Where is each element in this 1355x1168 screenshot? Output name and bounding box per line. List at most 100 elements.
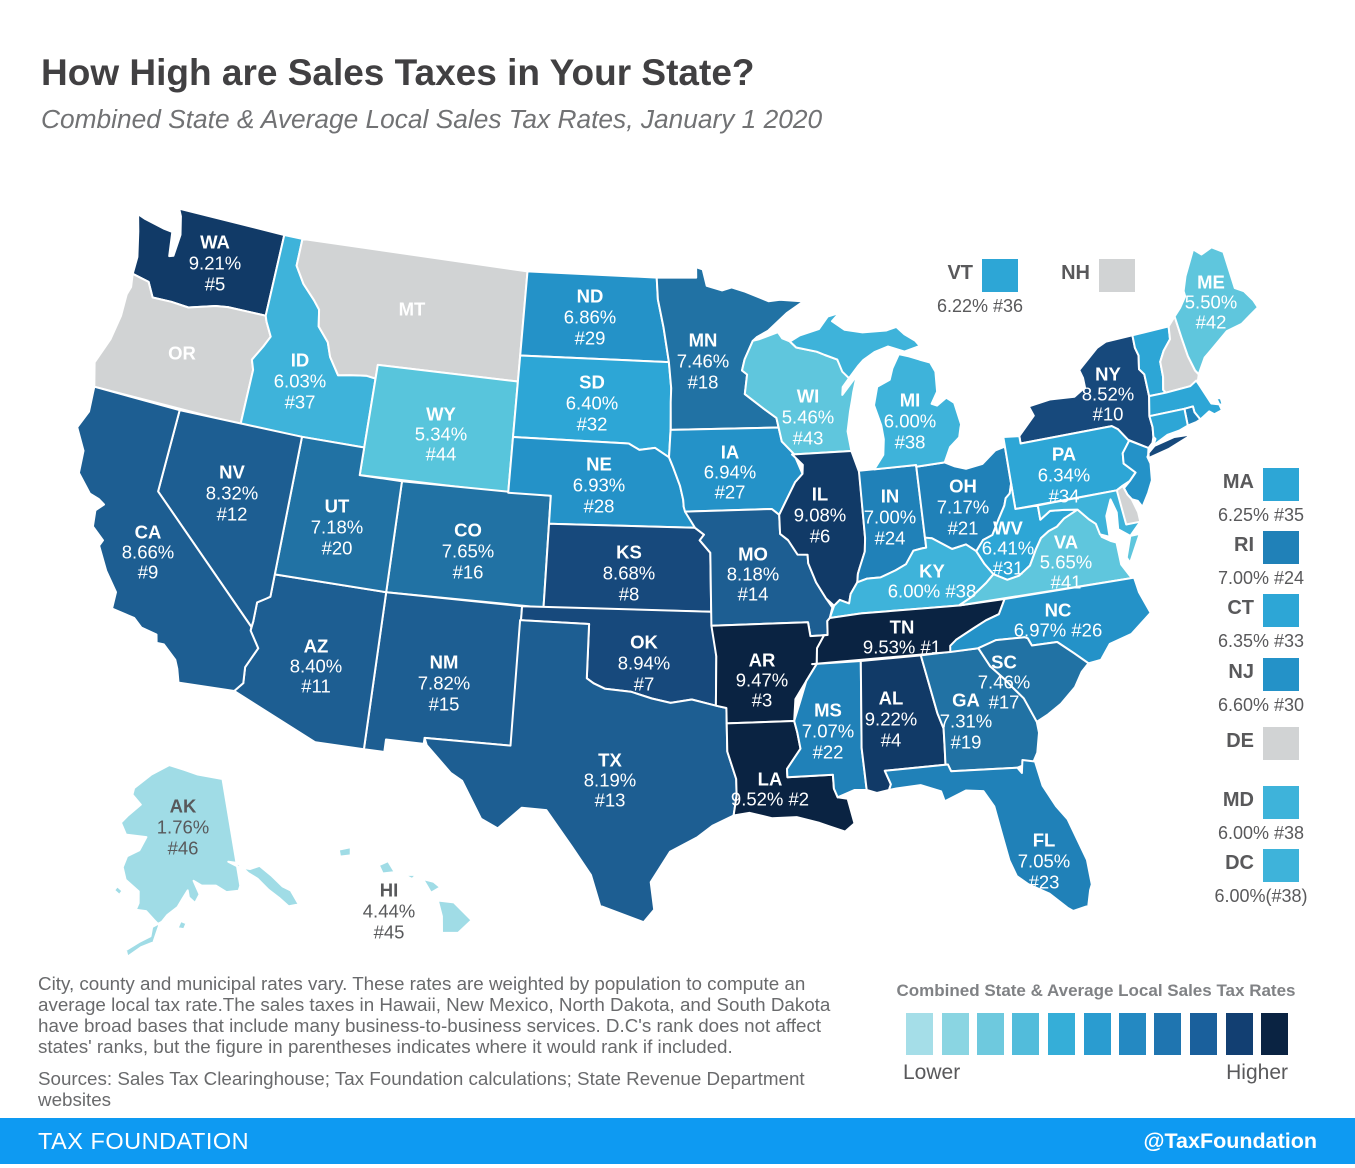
svg-text:VA: VA xyxy=(1054,532,1078,553)
svg-text:9.21%: 9.21% xyxy=(189,253,241,274)
svg-text:MI: MI xyxy=(900,390,921,411)
svg-text:6.93%: 6.93% xyxy=(573,475,625,496)
svg-text:9.08%: 9.08% xyxy=(794,505,846,526)
svg-text:6.97% #26: 6.97% #26 xyxy=(1014,620,1102,641)
svg-text:5.65%: 5.65% xyxy=(1040,552,1092,573)
svg-text:6.94%: 6.94% xyxy=(704,462,756,483)
svg-text:CO: CO xyxy=(454,520,482,541)
svg-text:WI: WI xyxy=(797,386,820,407)
svg-text:8.68%: 8.68% xyxy=(603,563,655,584)
svg-text:#38: #38 xyxy=(895,432,926,453)
svg-text:NM: NM xyxy=(430,652,459,673)
svg-text:8.19%: 8.19% xyxy=(584,770,636,791)
svg-text:7.18%: 7.18% xyxy=(311,517,363,538)
svg-text:9.52% #2: 9.52% #2 xyxy=(731,789,809,810)
svg-text:7.82%: 7.82% xyxy=(418,673,470,694)
svg-text:7.46%: 7.46% xyxy=(978,672,1030,693)
svg-text:OK: OK xyxy=(630,632,658,653)
svg-text:IA: IA xyxy=(721,442,740,463)
svg-text:#9: #9 xyxy=(138,562,159,583)
svg-text:SD: SD xyxy=(579,372,605,393)
svg-text:#16: #16 xyxy=(453,562,484,583)
svg-text:HI: HI xyxy=(380,880,399,901)
svg-text:AK: AK xyxy=(170,796,197,817)
svg-text:IN: IN xyxy=(881,486,900,507)
svg-text:NE: NE xyxy=(586,454,612,475)
svg-text:WY: WY xyxy=(426,404,456,425)
svg-text:9.22%: 9.22% xyxy=(865,709,917,730)
svg-text:#22: #22 xyxy=(813,742,844,763)
svg-text:8.32%: 8.32% xyxy=(206,483,258,504)
svg-text:ID: ID xyxy=(291,350,310,371)
svg-text:TX: TX xyxy=(598,750,622,771)
svg-text:#24: #24 xyxy=(875,528,906,549)
svg-text:#17: #17 xyxy=(989,692,1020,713)
svg-text:MO: MO xyxy=(738,544,768,565)
svg-text:FL: FL xyxy=(1033,830,1056,851)
svg-text:7.05%: 7.05% xyxy=(1018,851,1070,872)
svg-text:#28: #28 xyxy=(584,496,615,517)
svg-text:8.18%: 8.18% xyxy=(727,564,779,585)
svg-text:#10: #10 xyxy=(1093,404,1124,425)
svg-text:#8: #8 xyxy=(619,584,640,605)
svg-text:8.66%: 8.66% xyxy=(122,542,174,563)
svg-text:ND: ND xyxy=(577,286,604,307)
svg-text:7.07%: 7.07% xyxy=(802,721,854,742)
svg-text:#6: #6 xyxy=(810,526,831,547)
svg-text:LA: LA xyxy=(758,769,783,790)
svg-text:6.40%: 6.40% xyxy=(566,393,618,414)
svg-text:#20: #20 xyxy=(322,538,353,559)
svg-text:#27: #27 xyxy=(715,482,746,503)
svg-text:#12: #12 xyxy=(217,504,248,525)
svg-text:WA: WA xyxy=(200,232,230,253)
svg-text:TN: TN xyxy=(890,617,915,638)
svg-text:7.65%: 7.65% xyxy=(442,541,494,562)
svg-text:#31: #31 xyxy=(993,558,1024,579)
svg-text:#18: #18 xyxy=(688,372,719,393)
svg-text:6.34%: 6.34% xyxy=(1038,465,1090,486)
svg-text:#7: #7 xyxy=(634,674,655,695)
svg-text:AL: AL xyxy=(879,688,904,709)
svg-text:9.53% #1: 9.53% #1 xyxy=(863,637,941,658)
svg-text:MS: MS xyxy=(814,700,842,721)
svg-text:7.00%: 7.00% xyxy=(864,507,916,528)
svg-text:#15: #15 xyxy=(429,694,460,715)
svg-text:6.00% #38: 6.00% #38 xyxy=(888,581,976,602)
svg-text:AR: AR xyxy=(749,650,776,671)
svg-text:OH: OH xyxy=(949,476,977,497)
svg-text:#45: #45 xyxy=(374,922,405,943)
svg-text:AZ: AZ xyxy=(304,636,329,657)
svg-text:#5: #5 xyxy=(205,274,226,295)
svg-text:#34: #34 xyxy=(1049,486,1080,507)
svg-text:#42: #42 xyxy=(1196,312,1227,333)
svg-text:5.50%: 5.50% xyxy=(1185,292,1237,313)
svg-text:NV: NV xyxy=(219,462,245,483)
svg-text:#23: #23 xyxy=(1029,872,1060,893)
svg-text:ME: ME xyxy=(1197,272,1225,293)
svg-text:MN: MN xyxy=(689,330,718,351)
svg-text:NY: NY xyxy=(1095,364,1121,385)
svg-text:1.76%: 1.76% xyxy=(157,817,209,838)
svg-text:6.03%: 6.03% xyxy=(274,371,326,392)
svg-text:8.40%: 8.40% xyxy=(290,656,342,677)
svg-text:5.46%: 5.46% xyxy=(782,407,834,428)
svg-text:6.41%: 6.41% xyxy=(982,538,1034,559)
svg-text:#19: #19 xyxy=(951,732,982,753)
svg-text:6.86%: 6.86% xyxy=(564,307,616,328)
svg-text:KY: KY xyxy=(919,561,945,582)
svg-text:#44: #44 xyxy=(426,444,457,465)
svg-text:6.00%: 6.00% xyxy=(884,411,936,432)
svg-text:MT: MT xyxy=(399,299,426,320)
svg-text:SC: SC xyxy=(991,652,1017,673)
svg-text:#11: #11 xyxy=(301,676,331,697)
svg-text:#37: #37 xyxy=(285,392,316,413)
svg-text:8.52%: 8.52% xyxy=(1082,384,1134,405)
svg-text:#3: #3 xyxy=(752,690,773,711)
svg-text:4.44%: 4.44% xyxy=(363,901,415,922)
svg-text:8.94%: 8.94% xyxy=(618,653,670,674)
svg-text:#14: #14 xyxy=(738,584,769,605)
svg-text:IL: IL xyxy=(812,484,828,505)
svg-text:9.47%: 9.47% xyxy=(736,670,788,691)
svg-text:UT: UT xyxy=(325,496,350,517)
svg-text:#32: #32 xyxy=(577,414,608,435)
